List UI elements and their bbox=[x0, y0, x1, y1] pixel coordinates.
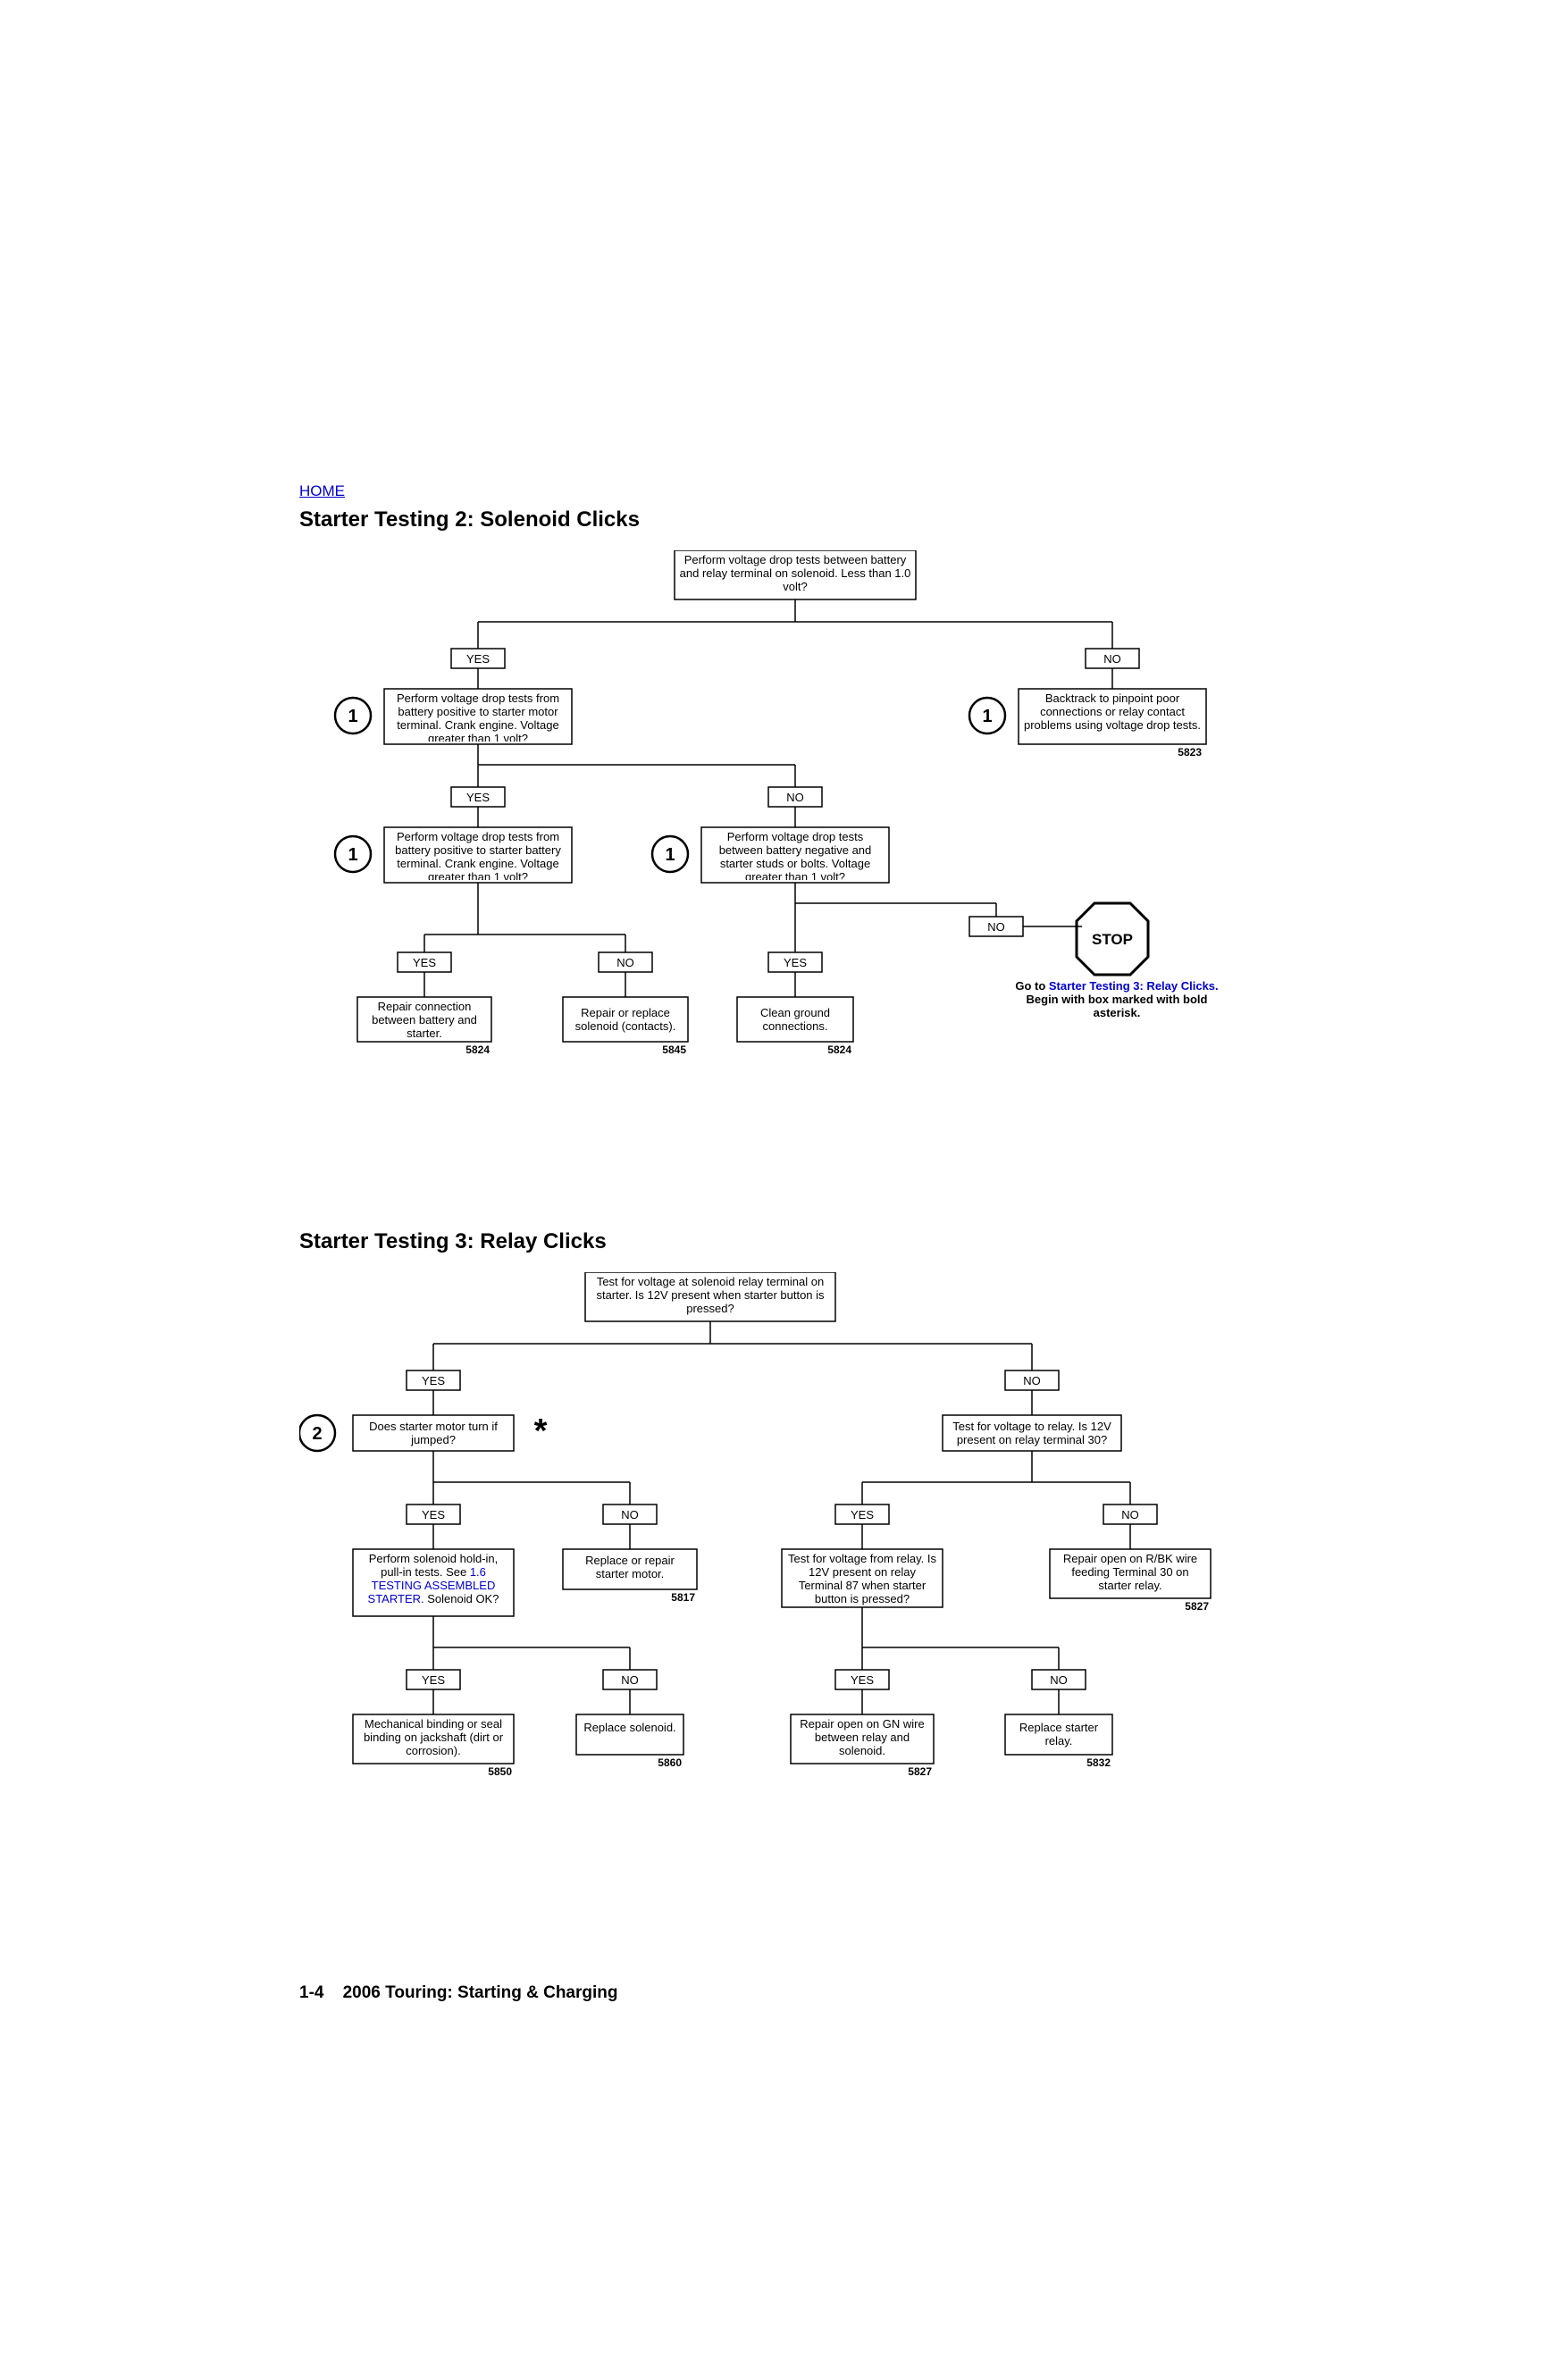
footer-title: 2006 Touring: Starting & Charging bbox=[343, 1983, 618, 2002]
flowchart-2: Perform voltage drop tests between batte… bbox=[299, 550, 1278, 1176]
fc2-left1: Perform voltage drop tests from battery … bbox=[389, 691, 567, 742]
svg-text:1: 1 bbox=[665, 845, 675, 865]
yes-label: YES bbox=[466, 652, 490, 666]
flowchart-3: Test for voltage at solenoid relay termi… bbox=[299, 1272, 1278, 1915]
circle-2: 2 bbox=[312, 1424, 322, 1444]
home-link[interactable]: HOME bbox=[299, 482, 345, 499]
no-label: NO bbox=[1103, 652, 1121, 666]
svg-text:YES: YES bbox=[466, 791, 490, 804]
fc3-r3a: Repair open on GN wire between relay and… bbox=[795, 1717, 929, 1757]
svg-text:NO: NO bbox=[621, 1508, 639, 1521]
svg-text:YES: YES bbox=[851, 1508, 874, 1521]
svg-text:5817: 5817 bbox=[671, 1591, 695, 1604]
svg-text:5832: 5832 bbox=[1086, 1756, 1111, 1769]
svg-text:5860: 5860 bbox=[658, 1756, 682, 1769]
fc3-l2a-post: Solenoid OK? bbox=[424, 1592, 499, 1605]
circle-1b: 1 bbox=[982, 707, 992, 726]
svg-text:5827: 5827 bbox=[1185, 1600, 1209, 1613]
fc2-leaf-b: Repair or replace solenoid (contacts). bbox=[567, 1006, 683, 1033]
svg-text:YES: YES bbox=[413, 956, 436, 969]
svg-text:5824: 5824 bbox=[827, 1044, 851, 1056]
stop-text-1: Go to bbox=[1015, 979, 1049, 993]
fc3-l3a: Mechanical binding or seal binding on ja… bbox=[357, 1717, 509, 1757]
svg-text:5850: 5850 bbox=[488, 1765, 512, 1778]
fc3-root: Test for voltage at solenoid relay termi… bbox=[590, 1275, 831, 1315]
page-number: 1-4 bbox=[299, 1983, 323, 2002]
svg-text:NO: NO bbox=[987, 920, 1005, 934]
code-5823: 5823 bbox=[1178, 746, 1202, 759]
circle-1a: 1 bbox=[348, 707, 357, 726]
svg-text:YES: YES bbox=[422, 1673, 445, 1687]
asterisk-icon: * bbox=[534, 1412, 548, 1450]
svg-text:NO: NO bbox=[1121, 1508, 1139, 1521]
fc3-left1: Does starter motor turn if jumped? bbox=[357, 1420, 509, 1446]
svg-text:NO: NO bbox=[1050, 1673, 1068, 1687]
section3-title: Starter Testing 3: Relay Clicks bbox=[299, 1229, 1278, 1254]
svg-text:1: 1 bbox=[348, 845, 357, 865]
fc3-r2a: Test for voltage from relay. Is 12V pres… bbox=[786, 1552, 938, 1605]
fc3-l3b: Replace solenoid. bbox=[581, 1721, 679, 1734]
fc3-l2b: Replace or repair starter motor. bbox=[567, 1554, 692, 1580]
page-footer: 1-4 2006 Touring: Starting & Charging bbox=[299, 1983, 617, 2003]
svg-text:5824: 5824 bbox=[465, 1044, 490, 1056]
section2-title: Starter Testing 2: Solenoid Clicks bbox=[299, 507, 1278, 532]
svg-text:YES: YES bbox=[422, 1508, 445, 1521]
svg-text:NO: NO bbox=[1023, 1374, 1041, 1387]
fc2-mid2: Perform voltage drop tests between batte… bbox=[706, 830, 885, 880]
svg-text:YES: YES bbox=[422, 1374, 445, 1387]
svg-text:5827: 5827 bbox=[908, 1765, 932, 1778]
svg-text:YES: YES bbox=[851, 1673, 874, 1687]
svg-text:NO: NO bbox=[786, 791, 804, 804]
fc2-right1: Backtrack to pinpoint poor connections o… bbox=[1023, 691, 1202, 732]
fc2-root: Perform voltage drop tests between batte… bbox=[679, 553, 911, 593]
stop-sign: STOP bbox=[1092, 931, 1133, 948]
fc2-leaf-a: Repair connection between battery and st… bbox=[362, 1000, 487, 1039]
svg-text:NO: NO bbox=[616, 956, 634, 969]
fc3-right1: Test for voltage to relay. Is 12V presen… bbox=[947, 1420, 1117, 1446]
svg-text:5845: 5845 bbox=[662, 1044, 686, 1056]
stop-text-3: Begin with box marked with bold asterisk… bbox=[1027, 993, 1208, 1019]
fc2-left2: Perform voltage drop tests from battery … bbox=[389, 830, 567, 880]
stop-link[interactable]: Starter Testing 3: Relay Clicks. bbox=[1049, 979, 1219, 993]
fc3-r3b: Replace starter relay. bbox=[1010, 1721, 1108, 1748]
svg-text:NO: NO bbox=[621, 1673, 639, 1687]
fc3-r2b: Repair open on R/BK wire feeding Termina… bbox=[1054, 1552, 1206, 1592]
svg-text:YES: YES bbox=[784, 956, 807, 969]
fc2-leaf-c: Clean ground connections. bbox=[742, 1006, 849, 1033]
